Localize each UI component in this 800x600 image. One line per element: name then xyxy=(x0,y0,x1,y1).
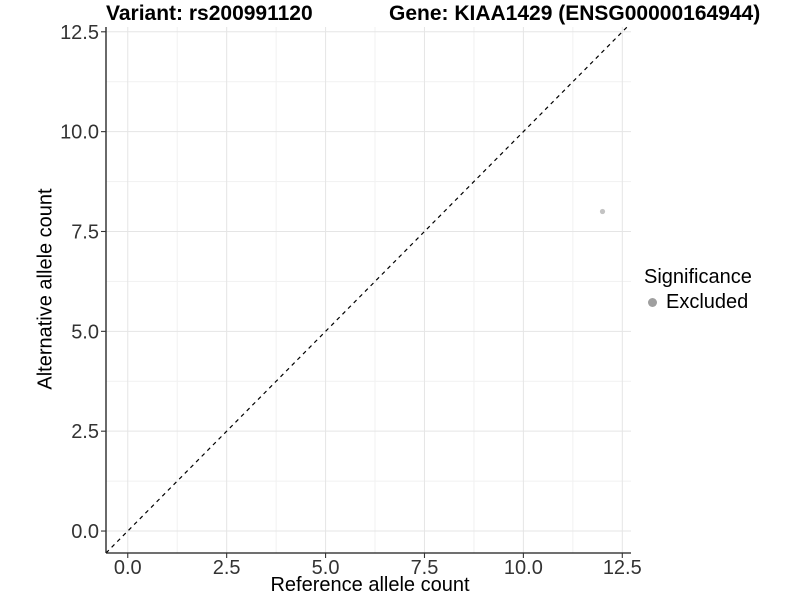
y-tick-label: 7.5 xyxy=(71,221,99,243)
y-tick-label: 0.0 xyxy=(71,521,99,543)
legend-title: Significance xyxy=(644,266,752,288)
legend-entry-excluded: Excluded xyxy=(644,291,752,314)
x-tick-label: 7.5 xyxy=(411,557,439,579)
excluded-point-icon xyxy=(648,298,657,307)
y-tick-label: 10.0 xyxy=(60,122,99,144)
y-tick-label: 12.5 xyxy=(60,22,99,44)
identity-dashed-line xyxy=(105,26,628,554)
legend-entry-label: Excluded xyxy=(666,291,749,313)
x-tick-label: 5.0 xyxy=(312,557,340,579)
x-tick-label: 2.5 xyxy=(213,557,241,579)
y-axis-title: Alternative allele count xyxy=(34,188,57,390)
data-point xyxy=(599,208,606,215)
y-tick-label: 5.0 xyxy=(71,321,99,343)
plot-title-gene: Gene: KIAA1429 (ENSG00000164944) xyxy=(389,2,761,25)
x-tick-label: 12.5 xyxy=(603,557,642,579)
x-tick-label: 10.0 xyxy=(504,557,543,579)
x-tick-label: 0.0 xyxy=(114,557,142,579)
x-axis-title: Reference allele count xyxy=(270,574,470,596)
y-tick-label: 2.5 xyxy=(71,421,99,443)
legend: Significance Excluded xyxy=(644,264,752,314)
plot-title-variant: Variant: rs200991120 xyxy=(106,2,313,25)
